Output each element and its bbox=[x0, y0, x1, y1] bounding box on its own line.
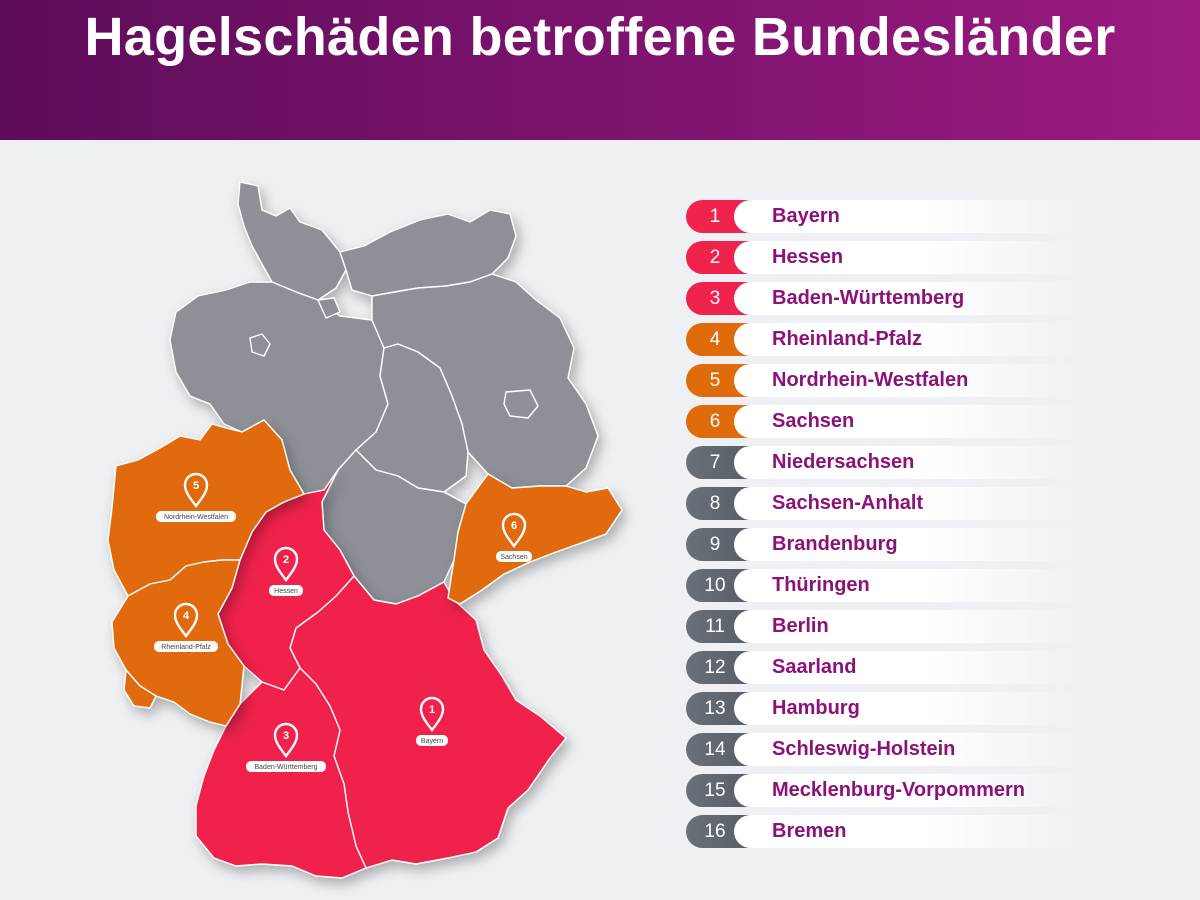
rank-number: 8 bbox=[709, 493, 721, 514]
rank-name-bar bbox=[734, 610, 1086, 643]
state-schleswig-holstein bbox=[237, 181, 347, 301]
rank-name-bar bbox=[734, 692, 1086, 725]
ranking-row: 4 Rheinland-Pfalz bbox=[686, 323, 1086, 356]
pin-number: 3 bbox=[283, 730, 289, 742]
rank-name-bar bbox=[734, 774, 1086, 807]
pin-label: Sachsen bbox=[500, 554, 527, 561]
ranking-row: 13 Hamburg bbox=[686, 692, 1086, 725]
rank-name-bar bbox=[734, 528, 1086, 561]
state-name: Rheinland-Pfalz bbox=[772, 328, 923, 350]
rank-number: 9 bbox=[709, 534, 721, 555]
state-name: Bayern bbox=[772, 205, 840, 227]
state-name: Mecklenburg-Vorpommern bbox=[772, 779, 1025, 801]
pin-number: 4 bbox=[183, 610, 190, 622]
rank-name-bar bbox=[734, 651, 1086, 684]
ranking-row: 3 Baden-Württemberg bbox=[686, 282, 1086, 315]
ranking-row: 10 Thüringen bbox=[686, 569, 1086, 602]
rank-number: 7 bbox=[709, 452, 721, 473]
pin-number: 1 bbox=[429, 704, 435, 716]
rank-number: 12 bbox=[704, 657, 726, 678]
header-banner: Hagelschäden betroffene Bundesländer bbox=[0, 0, 1200, 140]
ranking-row: 12 Saarland bbox=[686, 651, 1086, 684]
pin-label: Rheinland-Pfalz bbox=[161, 644, 211, 651]
ranking-row: 7 Niedersachsen bbox=[686, 446, 1086, 479]
rank-name-bar bbox=[734, 200, 1086, 233]
ranking-row: 16 Bremen bbox=[686, 815, 1086, 848]
state-name: Sachsen bbox=[772, 410, 855, 432]
tier-mid-states bbox=[107, 419, 623, 727]
state-name: Hamburg bbox=[772, 697, 860, 719]
rank-name-bar bbox=[734, 364, 1086, 397]
pin-label: Nordrhein-Westfalen bbox=[164, 514, 228, 521]
map-pin-hessen[interactable]: 2 Hessen bbox=[269, 546, 303, 596]
map-pin-baden-wuerttemberg[interactable]: 3 Baden-Württemberg bbox=[246, 722, 326, 772]
rank-number: 15 bbox=[704, 780, 726, 801]
rank-number: 4 bbox=[709, 329, 721, 350]
ranking-row: 6 Sachsen bbox=[686, 405, 1086, 438]
state-name: Brandenburg bbox=[772, 533, 898, 555]
state-hamburg bbox=[317, 297, 341, 319]
state-sachsen bbox=[447, 473, 623, 605]
rank-name-bar bbox=[734, 405, 1086, 438]
ranking-row: 5 Nordrhein-Westfalen bbox=[686, 364, 1086, 397]
pin-number: 2 bbox=[283, 554, 289, 566]
ranking-row: 1 Bayern bbox=[686, 200, 1086, 233]
state-name: Berlin bbox=[772, 615, 829, 637]
ranking-row: 14 Schleswig-Holstein bbox=[686, 733, 1086, 766]
map-canvas: 1 Bayern 2 Hessen 3 Baden-Württemberg 4 bbox=[107, 181, 623, 879]
page-title: Hagelschäden betroffene Bundesländer bbox=[84, 7, 1116, 67]
rank-number: 3 bbox=[709, 288, 721, 309]
rank-name-bar bbox=[734, 241, 1086, 274]
rank-number: 6 bbox=[709, 411, 721, 432]
rank-name-bar bbox=[734, 487, 1086, 520]
rank-number: 10 bbox=[704, 575, 726, 596]
state-baden-wuerttemberg bbox=[195, 667, 367, 879]
state-name: Sachsen-Anhalt bbox=[772, 492, 924, 514]
rank-name-bar bbox=[734, 569, 1086, 602]
rank-name-bar bbox=[734, 446, 1086, 479]
state-name: Bremen bbox=[772, 820, 847, 842]
rank-number: 11 bbox=[705, 616, 725, 637]
pin-label: Baden-Württemberg bbox=[254, 764, 317, 771]
state-name: Thüringen bbox=[772, 574, 870, 596]
unranked-states bbox=[169, 181, 599, 605]
pin-label: Bayern bbox=[421, 738, 443, 745]
map-pin-rheinland-pfalz[interactable]: 4 Rheinland-Pfalz bbox=[154, 602, 218, 652]
state-name: Schleswig-Holstein bbox=[772, 738, 956, 760]
state-name: Niedersachsen bbox=[772, 451, 915, 473]
ranking-row: 8 Sachsen-Anhalt bbox=[686, 487, 1086, 520]
ranking-row: 9 Brandenburg bbox=[686, 528, 1086, 561]
rank-number: 14 bbox=[704, 739, 726, 760]
state-name: Saarland bbox=[772, 656, 857, 678]
ranking-row: 15 Mecklenburg-Vorpommern bbox=[686, 774, 1086, 807]
state-name: Hessen bbox=[772, 246, 844, 268]
rank-number: 13 bbox=[704, 698, 726, 719]
rank-number: 5 bbox=[709, 370, 721, 391]
pin-label: Hessen bbox=[274, 588, 298, 595]
rank-name-bar bbox=[734, 282, 1086, 315]
state-berlin bbox=[503, 389, 539, 419]
rank-name-bar bbox=[734, 323, 1086, 356]
state-name: Nordrhein-Westfalen bbox=[772, 369, 969, 391]
rank-name-bar bbox=[734, 733, 1086, 766]
map-pin-nordrhein-westfalen[interactable]: 5 Nordrhein-Westfalen bbox=[156, 472, 236, 522]
rank-number: 2 bbox=[709, 247, 721, 268]
germany-map: 1 Bayern 2 Hessen 3 Baden-Württemberg 4 bbox=[0, 140, 660, 900]
pin-number: 5 bbox=[193, 480, 199, 492]
map-pins: 1 Bayern 2 Hessen 3 Baden-Württemberg 4 bbox=[154, 472, 532, 772]
rank-name-bar bbox=[734, 815, 1086, 848]
state-saarland bbox=[123, 668, 157, 709]
state-bremen bbox=[249, 333, 271, 357]
map-pin-sachsen[interactable]: 6 Sachsen bbox=[496, 512, 532, 562]
ranking-row: 2 Hessen bbox=[686, 241, 1086, 274]
rank-number: 1 bbox=[709, 206, 721, 227]
pin-number: 6 bbox=[511, 520, 517, 532]
map-pin-bayern[interactable]: 1 Bayern bbox=[416, 696, 448, 746]
state-name: Baden-Württemberg bbox=[772, 287, 965, 309]
rank-number: 16 bbox=[704, 821, 726, 842]
ranking-list: 1 Bayern 2 Hessen 3 Baden-Württemberg 4 Rheinla… bbox=[686, 200, 1086, 856]
ranking-row: 11 Berlin bbox=[686, 610, 1086, 643]
